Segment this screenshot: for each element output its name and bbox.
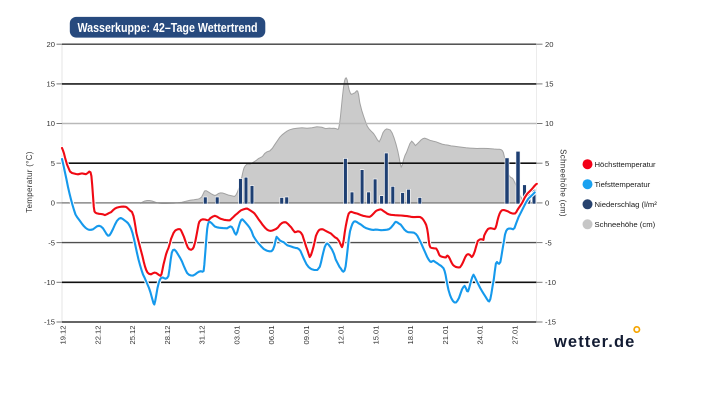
svg-text:5: 5 [51, 159, 55, 168]
svg-text:0: 0 [545, 199, 549, 208]
svg-text:15: 15 [545, 80, 553, 89]
svg-text:10: 10 [47, 119, 55, 128]
svg-text:27.01: 27.01 [510, 326, 519, 345]
svg-text:24.01: 24.01 [476, 326, 485, 345]
svg-text:0: 0 [51, 199, 55, 208]
svg-text:31.12: 31.12 [198, 326, 207, 345]
svg-text:Höchsttemperatur: Höchsttemperatur [595, 160, 657, 169]
svg-text:Niederschlag (l/m²: Niederschlag (l/m² [595, 200, 658, 209]
svg-text:10: 10 [545, 119, 553, 128]
svg-text:25.12: 25.12 [128, 326, 137, 345]
svg-text:15: 15 [47, 80, 55, 89]
svg-text:Schneehöhe (cm): Schneehöhe (cm) [559, 149, 568, 217]
svg-text:-15: -15 [44, 318, 55, 327]
svg-text:09.01: 09.01 [302, 326, 311, 345]
svg-text:20: 20 [47, 40, 55, 49]
svg-text:15.01: 15.01 [371, 326, 380, 345]
svg-text:-5: -5 [545, 238, 552, 247]
svg-text:20: 20 [545, 40, 553, 49]
svg-text:19.12: 19.12 [59, 326, 68, 345]
svg-text:wetter.de: wetter.de [553, 333, 635, 351]
svg-text:21.01: 21.01 [441, 326, 450, 345]
svg-text:06.01: 06.01 [267, 326, 276, 345]
svg-text:18.01: 18.01 [406, 326, 415, 345]
svg-text:-5: -5 [48, 238, 55, 247]
svg-text:Wasserkuppe: 42–Tage Wettertre: Wasserkuppe: 42–Tage Wettertrend [78, 20, 258, 35]
svg-text:Tiefsttemperatur: Tiefsttemperatur [595, 180, 651, 189]
svg-text:-15: -15 [545, 318, 556, 327]
svg-text:Temperatur (°C): Temperatur (°C) [25, 151, 34, 213]
svg-text:5: 5 [545, 159, 549, 168]
svg-text:Schneehöhe (cm): Schneehöhe (cm) [595, 220, 656, 229]
svg-text:28.12: 28.12 [163, 326, 172, 345]
svg-text:-10: -10 [44, 278, 55, 287]
svg-text:-10: -10 [545, 278, 556, 287]
svg-text:03.01: 03.01 [232, 326, 241, 345]
svg-text:12.01: 12.01 [337, 326, 346, 345]
svg-text:22.12: 22.12 [93, 326, 102, 345]
